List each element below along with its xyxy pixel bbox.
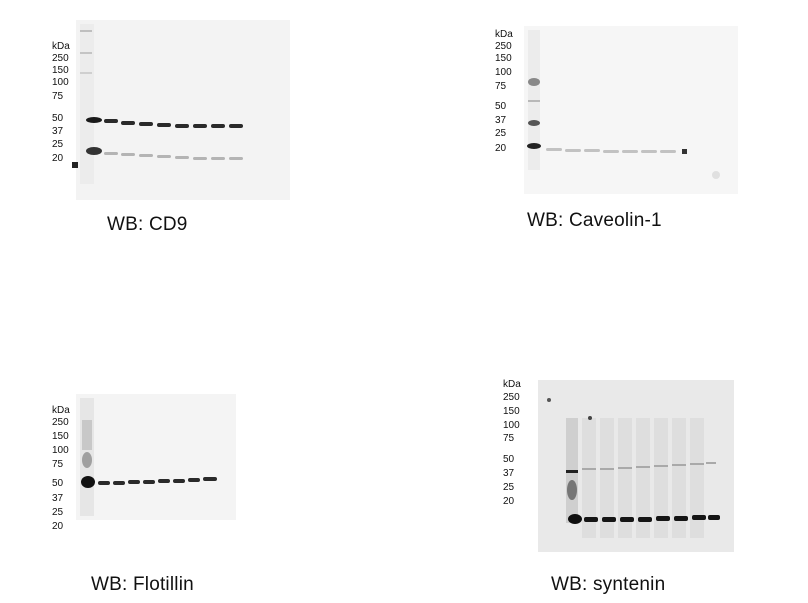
marker-250: 250 [495,41,512,52]
marker-100: 100 [503,420,520,431]
caption-syntenin: WB: syntenin [551,574,666,595]
marker-25: 25 [503,482,515,493]
marker-20: 20 [495,143,507,154]
marker-37: 37 [52,493,64,504]
marker-20: 20 [52,521,64,532]
marker-100: 100 [495,67,512,78]
marker-250: 250 [503,392,520,403]
blot-syntenin: kDa 250 150 100 75 50 37 25 20 [500,378,750,556]
marker-50: 50 [495,101,507,112]
marker-75: 75 [52,459,64,470]
kda-label: kDa [495,29,513,40]
membrane-cd9 [72,20,290,200]
marker-150: 150 [503,406,520,417]
marker-37: 37 [52,126,64,137]
marker-25: 25 [495,128,507,139]
membrane-syntenin [538,380,734,552]
membrane-flotillin [76,394,236,520]
marker-20: 20 [503,496,515,507]
marker-250: 250 [52,53,69,64]
kda-label: kDa [52,405,70,416]
marker-150: 150 [52,431,69,442]
marker-50: 50 [503,454,515,465]
marker-100: 100 [52,445,69,456]
blot-caveolin-1: kDa 250 150 100 75 50 37 25 20 [490,20,750,200]
marker-20: 20 [52,153,64,164]
marker-75: 75 [52,91,64,102]
membrane-caveolin-1 [524,26,738,194]
marker-50: 50 [52,113,64,124]
marker-37: 37 [503,468,515,479]
marker-75: 75 [495,81,507,92]
caption-cd9: WB: CD9 [107,214,188,235]
caption-flotillin: WB: Flotillin [91,574,194,595]
marker-37: 37 [495,115,507,126]
kda-label: kDa [503,379,521,390]
blot-flotillin: kDa 250 150 100 75 50 37 25 20 [0,390,300,540]
blot-cd9: kDa 250 150 100 75 50 37 25 20 [0,0,300,200]
marker-25: 25 [52,139,64,150]
marker-25: 25 [52,507,64,518]
marker-250: 250 [52,417,69,428]
marker-100: 100 [52,77,69,88]
kda-label: kDa [52,41,70,52]
caption-caveolin-1: WB: Caveolin-1 [527,210,662,231]
marker-150: 150 [495,53,512,64]
marker-75: 75 [503,433,515,444]
marker-50: 50 [52,478,64,489]
marker-150: 150 [52,65,69,76]
